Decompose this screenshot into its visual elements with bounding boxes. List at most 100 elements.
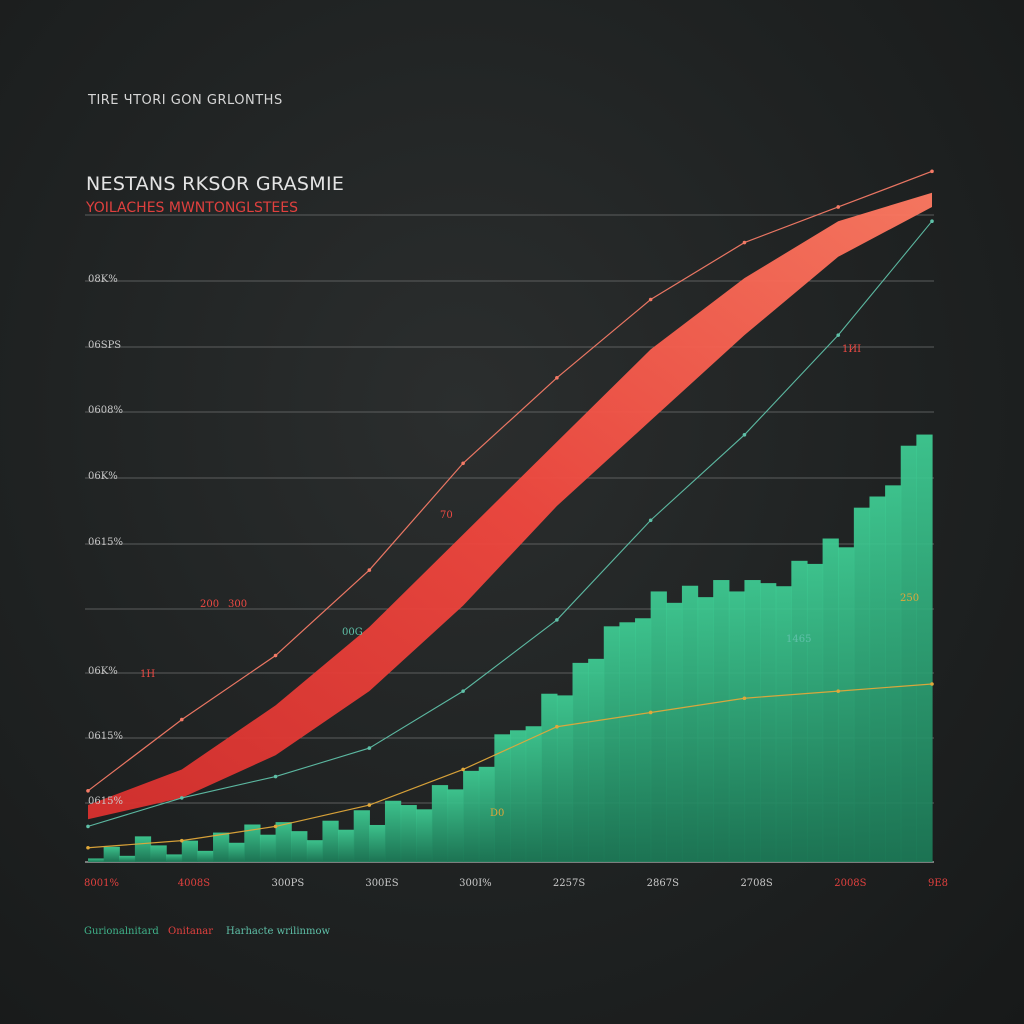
line-teal (87, 220, 933, 827)
green-bar (400, 805, 417, 862)
line-upper-red (87, 170, 933, 792)
green-bar (916, 434, 933, 862)
green-bar (353, 810, 370, 862)
green-bar (541, 693, 558, 862)
green-bar (416, 809, 433, 862)
line-teal-point (461, 689, 465, 693)
green-bar (463, 770, 480, 862)
green-bar (603, 626, 621, 862)
green-bar (291, 831, 308, 862)
green-bar (838, 547, 855, 862)
line-orange-point (273, 824, 278, 829)
data-annotation: 00G (342, 627, 363, 638)
line-teal-point (555, 618, 559, 622)
top-label: TIRE ЧТORI GON GRLONTHS (88, 93, 283, 108)
line-teal-point (273, 774, 278, 779)
green-bar (572, 662, 589, 862)
data-annotation: D0 (490, 808, 504, 819)
green-bar (338, 829, 355, 862)
line-upper-red-point (179, 717, 184, 722)
green-bar (259, 834, 277, 862)
green-bar (822, 538, 839, 862)
legend-item-2: Onitanar (168, 926, 213, 937)
x-tick-label: 8001% (84, 878, 119, 889)
line-orange-point (555, 724, 559, 729)
line-orange-point (367, 803, 372, 807)
series-lines (86, 169, 934, 850)
green-bar (713, 580, 730, 862)
green-bar (166, 854, 183, 862)
green-bar (181, 840, 199, 862)
data-annotation: 1H (140, 669, 155, 680)
y-tick-label: 0615% (88, 537, 123, 548)
green-bar (494, 734, 511, 862)
green-bar (588, 658, 605, 862)
x-tick-label: 2257S (552, 878, 586, 889)
line-teal-point (367, 746, 372, 750)
line-orange-point (179, 838, 184, 843)
green-bar (197, 850, 214, 862)
data-annotation: 70 (440, 510, 453, 521)
data-annotation: 1465 (786, 634, 811, 645)
x-tick-label: 4008S (177, 878, 211, 889)
green-bar (650, 591, 667, 862)
line-teal-point (179, 796, 184, 800)
line-upper-red-point (836, 205, 841, 209)
x-tick-label: 2867S (646, 878, 679, 889)
line-upper-red-point (555, 376, 559, 380)
green-bar (697, 597, 714, 862)
line-upper-red-point (930, 169, 934, 174)
green-bar (478, 766, 495, 862)
line-teal-point (836, 333, 841, 337)
green-bar (103, 846, 120, 862)
green-bar (447, 789, 464, 862)
line-orange-point (461, 767, 465, 772)
legend-item-3: Harhacte wrilinmow (226, 926, 331, 937)
green-bar (791, 560, 808, 862)
green-bar (806, 563, 824, 862)
line-orange (87, 683, 933, 849)
y-tick-label: 08K% (88, 274, 118, 285)
green-bar (213, 832, 230, 862)
line-teal-point (930, 219, 934, 223)
data-annotation: 300 (228, 599, 247, 610)
line-upper-red-point (273, 653, 278, 658)
red-band (88, 192, 932, 820)
green-bar (228, 842, 245, 862)
x-tick-label: 300ES (365, 878, 399, 889)
green-bar (666, 602, 683, 862)
green-bar (619, 622, 636, 862)
line-orange-point (742, 696, 747, 701)
green-bar (322, 820, 339, 862)
green-bar (635, 618, 652, 862)
green-bar (900, 445, 917, 862)
green-bar (869, 496, 886, 862)
green-bar (760, 583, 777, 862)
chart-subtitle: YOILACHES MWNTONGLSTEES (86, 200, 298, 216)
line-orange-point (86, 845, 90, 850)
data-annotation: 250 (900, 593, 919, 604)
x-tick-label: 9E8 (928, 878, 949, 889)
line-upper-red-point (86, 789, 90, 793)
green-bar (728, 591, 746, 862)
green-bar (885, 485, 902, 862)
green-bar (119, 855, 136, 862)
green-bar (744, 580, 761, 862)
green-bar (853, 507, 871, 862)
line-upper-red-point (461, 461, 465, 466)
line-upper-red-point (367, 568, 372, 572)
green-bar (775, 586, 792, 862)
y-tick-label: 06K% (88, 471, 118, 482)
green-bar (431, 785, 449, 862)
green-bar (369, 824, 386, 862)
green-bar (556, 695, 574, 862)
line-teal-point (648, 518, 653, 523)
y-tick-label: 0608% (88, 405, 123, 416)
green-bars (88, 434, 933, 862)
data-annotation: 1ИI (842, 344, 861, 355)
green-bar (525, 726, 542, 862)
green-bar (134, 836, 152, 862)
red-band-area (88, 192, 932, 820)
green-bar (384, 800, 402, 862)
